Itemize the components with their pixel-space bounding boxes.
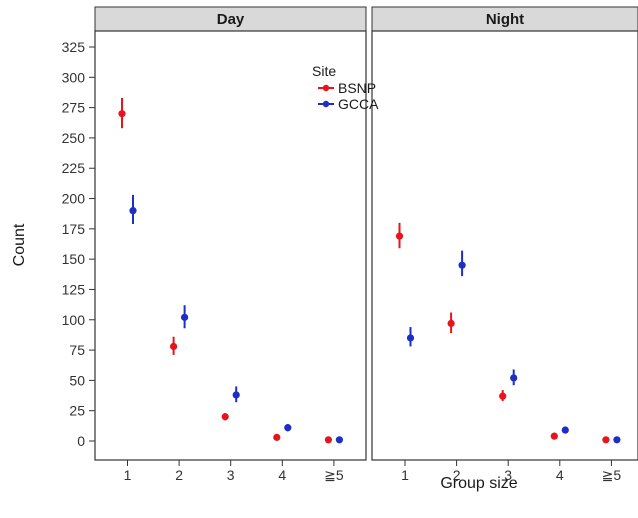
y-tick-label-200: 200 <box>62 191 86 207</box>
x-tick-label-p0-2: 3 <box>227 467 235 483</box>
y-tick-label-275: 275 <box>62 100 86 116</box>
point-p0-bsnp-4 <box>324 436 332 444</box>
y-tick-label-250: 250 <box>62 130 86 146</box>
point-p1-gcca-2 <box>510 374 518 382</box>
panel-night-strip: Night <box>371 6 638 32</box>
y-tick-label-125: 125 <box>62 281 86 297</box>
x-axis: 1 2 3 4 ≧5 1 2 3 4 ≧5 <box>124 460 622 483</box>
point-p0-bsnp-3 <box>273 433 281 441</box>
point-p1-bsnp-1 <box>447 319 455 328</box>
y-tick-label-150: 150 <box>62 251 86 267</box>
y-axis-title: Count <box>11 223 28 266</box>
y-tick-label-25: 25 <box>69 403 85 419</box>
point-p1-gcca-4 <box>613 436 621 444</box>
x-tick-label-p1-0: 1 <box>401 467 409 483</box>
point-p0-gcca-3 <box>284 424 292 432</box>
x-tick-label-p0-3: 4 <box>278 467 286 483</box>
data-marks <box>118 97 621 444</box>
point-p1-gcca-0 <box>406 334 415 342</box>
panel-day-title: Day <box>217 11 245 28</box>
y-axis: 0 25 50 75 100 125 150 175 200 225 250 275 300 325 <box>62 39 95 449</box>
x-axis-title: Group size <box>440 475 517 492</box>
point-p1-bsnp-0 <box>395 232 404 240</box>
x-tick-label-p1-4: ≧5 <box>602 467 622 483</box>
point-p1-gcca-3 <box>561 426 569 434</box>
point-p0-gcca-2 <box>232 391 240 399</box>
legend-dot-gcca <box>322 100 330 108</box>
legend: Site BSNP GCCA <box>312 63 379 112</box>
point-p1-gcca-1 <box>458 261 466 269</box>
panel-day-frame <box>94 30 367 461</box>
x-tick-label-p1-3: 4 <box>556 467 564 483</box>
y-tick-label-0: 0 <box>77 433 85 449</box>
legend-label-bsnp: BSNP <box>338 80 376 96</box>
legend-item-gcca: GCCA <box>318 96 379 112</box>
y-tick-label-175: 175 <box>62 221 86 237</box>
y-tick-label-225: 225 <box>62 160 86 176</box>
point-p0-gcca-0 <box>129 207 137 215</box>
x-tick-label-p0-1: 2 <box>175 467 183 483</box>
y-tick-label-100: 100 <box>62 312 86 328</box>
panel-night-title: Night <box>486 11 524 28</box>
x-tick-label-p0-4: ≧5 <box>324 467 344 483</box>
legend-title: Site <box>312 63 336 79</box>
point-p1-bsnp-4 <box>602 436 610 444</box>
y-tick-label-325: 325 <box>62 39 86 55</box>
point-p0-gcca-1 <box>181 313 189 321</box>
panel-night-frame <box>371 30 638 461</box>
x-tick-label-p0-0: 1 <box>124 467 132 483</box>
point-p0-bsnp-1 <box>170 342 178 351</box>
point-p0-bsnp-2 <box>221 413 229 421</box>
panel-day-strip: Day <box>94 6 367 32</box>
y-tick-label-75: 75 <box>69 342 85 358</box>
legend-label-gcca: GCCA <box>338 96 379 112</box>
legend-item-bsnp: BSNP <box>318 80 376 96</box>
point-p0-bsnp-0 <box>118 110 126 118</box>
legend-dot-bsnp <box>322 84 330 92</box>
y-tick-label-50: 50 <box>69 372 85 388</box>
x-tick-label-p1-1: 2 <box>453 467 461 483</box>
x-tick-label-p1-2: 3 <box>504 467 512 483</box>
point-p1-bsnp-2 <box>499 392 507 400</box>
point-p1-bsnp-3 <box>550 432 558 440</box>
point-p0-gcca-4 <box>335 436 343 444</box>
y-tick-label-300: 300 <box>62 69 86 85</box>
